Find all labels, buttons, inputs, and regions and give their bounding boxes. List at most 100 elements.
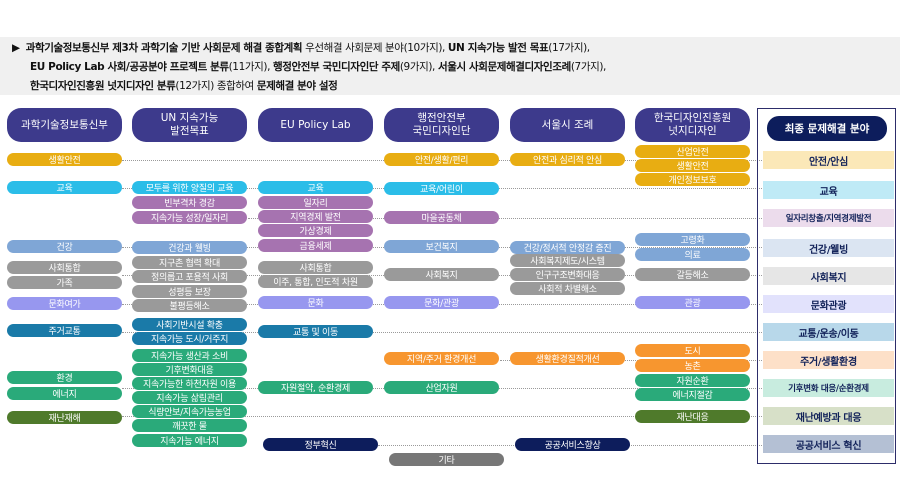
category-pill: 생활안전 <box>7 153 122 166</box>
intro-segment: (12가지) 종합하여 <box>175 80 257 92</box>
category-pill: 가상경제 <box>258 224 373 237</box>
category-pill: 주거교통 <box>7 324 122 337</box>
category-pill: 지속가능 에너지 <box>132 434 247 447</box>
final-area-item: 주거/생활환경 <box>763 351 894 369</box>
category-pill: 산업자원 <box>384 381 499 394</box>
category-pill: 지속가능 삶림관리 <box>132 391 247 404</box>
column-header: 행전안전부 국민디자인단 <box>384 108 499 142</box>
category-pill: 빈부격차 경감 <box>132 196 247 209</box>
category-pill: 금융세제 <box>258 239 373 252</box>
intro-segment: 우선해결 사회문제 분야(10가지), <box>302 42 448 54</box>
category-pill: 자원순환 <box>635 374 750 387</box>
intro-segment: (17가지), <box>548 42 590 54</box>
category-pill: 사회복지제도/시스템 <box>510 254 625 267</box>
category-pill: 사회복지 <box>384 268 499 281</box>
category-pill: 안전과 심리적 안심 <box>510 153 625 166</box>
category-pill: 재난재해 <box>7 411 122 424</box>
category-pill: 건강 <box>7 240 122 253</box>
category-pill: 교육 <box>7 181 122 194</box>
column-header: 한국디자인진흥원 넛지디자인 <box>635 108 750 142</box>
final-area-item: 교육 <box>763 181 894 199</box>
category-pill: 깨끗한 물 <box>132 419 247 432</box>
category-pill: 안전/생활/편리 <box>384 153 499 166</box>
category-pill: 지역/주거 환경개선 <box>384 352 499 365</box>
category-pill: 지속가능 성장/일자리 <box>132 211 247 224</box>
category-pill: 성평등 보장 <box>132 285 247 298</box>
intro-segment: UN 지속가능 발전 목표 <box>447 42 549 54</box>
category-pill: 지속가능 생산과 소비 <box>132 349 247 362</box>
category-pill: 보건복지 <box>384 240 499 253</box>
category-pill: 마을공동체 <box>384 211 499 224</box>
category-pill: 식량안보/지속가능농업 <box>132 405 247 418</box>
category-pill: 개인정보보호 <box>635 173 750 186</box>
final-areas-header: 최종 문제해결 분야 <box>767 116 887 141</box>
category-pill: 공공서비스향상 <box>515 438 630 451</box>
category-pill: 생활환경질적개선 <box>510 352 625 365</box>
intro-segment: 서울시 사회문제해결디자인조례 <box>437 61 571 73</box>
final-area-item: 공공서비스 혁신 <box>763 435 894 453</box>
category-pill: 이주, 통합, 인도적 차원 <box>258 275 373 288</box>
intro-segment: (11가지), <box>228 61 273 73</box>
final-area-item: 건강/웰빙 <box>763 239 894 257</box>
column-header: EU Policy Lab <box>258 108 373 142</box>
dotted-connector <box>248 218 762 219</box>
intro-line: EU Policy Lab 사회/공공분야 프로젝트 분류(11가지), 행정안… <box>12 58 900 77</box>
intro-line: ▶ 과학기술정보통신부 제3차 과학기술 기반 사회문제 해결 종합계획 우선해결… <box>12 39 900 58</box>
category-pill: 자원절약, 순환경제 <box>258 381 373 394</box>
category-pill: 건강/정서적 안정감 증진 <box>510 241 625 254</box>
category-pill: 갈등해소 <box>635 268 750 281</box>
category-pill: 사회통합 <box>7 261 122 274</box>
category-pill: 환경 <box>7 371 122 384</box>
intro-segment: 행정안전부 국민디자인단 주제 <box>272 61 400 73</box>
category-pill: 불평등해소 <box>132 299 247 312</box>
column-header: 과학기술정보통신부 <box>7 108 122 142</box>
dotted-connector <box>122 332 762 333</box>
intro-text: ▶ 과학기술정보통신부 제3차 과학기술 기반 사회문제 해결 종합계획 우선해결… <box>0 37 900 95</box>
category-pill: 지속가능한 하천자원 이용 <box>132 377 247 390</box>
category-pill: 문화/관광 <box>384 296 499 309</box>
final-area-item: 기후변화 대응/순환경제 <box>763 379 894 397</box>
category-pill: 일자리 <box>258 196 373 209</box>
intro-segment: 한국디자인진흥원 넛지디자인 분류 <box>30 80 176 92</box>
intro-line: 한국디자인진흥원 넛지디자인 분류(12가지) 종합하여 문제해결 분야 설정 <box>12 77 900 96</box>
intro-segment: EU Policy Lab 사회/공공분야 프로젝트 분류 <box>30 61 229 73</box>
category-pill: 인구구조변화대응 <box>510 268 625 281</box>
category-pill: 도시 <box>635 344 750 357</box>
category-pill: 교육 <box>258 181 373 194</box>
category-pill: 관광 <box>635 296 750 309</box>
category-pill: 정부혁신 <box>263 438 378 451</box>
category-pill: 건강과 웰빙 <box>132 241 247 254</box>
category-pill: 정의롭고 포용적 사회 <box>132 270 247 283</box>
bullet-icon: ▶ <box>12 42 20 54</box>
final-area-item: 안전/안심 <box>763 151 894 169</box>
category-pill: 모두를 위한 양질의 교육 <box>132 181 247 194</box>
intro-segment: 과학기술정보통신부 제3차 과학기술 기반 사회문제 해결 종합계획 <box>25 42 303 54</box>
final-area-item: 일자리창출/지역경제발전 <box>763 209 894 227</box>
category-pill: 고령화 <box>635 233 750 246</box>
final-area-item: 사회복지 <box>763 267 894 285</box>
intro-segment: (7가지), <box>570 61 607 73</box>
category-pill: 문화 <box>258 296 373 309</box>
final-area-item: 교통/운송/이동 <box>763 323 894 341</box>
category-pill: 생활안전 <box>635 159 750 172</box>
category-pill: 산업안전 <box>635 145 750 158</box>
category-pill: 기후변화대응 <box>132 363 247 376</box>
category-pill: 교육/어린이 <box>384 182 499 195</box>
category-pill: 재난대응 <box>635 410 750 423</box>
category-pill: 지속가능 도시/거주지 <box>132 332 247 345</box>
category-pill: 문화여가 <box>7 297 122 310</box>
category-pill: 사회통합 <box>258 261 373 274</box>
category-pill: 가족 <box>7 276 122 289</box>
final-area-item: 재난예방과 대응 <box>763 407 894 425</box>
category-pill: 사회적 차별해소 <box>510 282 625 295</box>
column-header: UN 지속가능 발전목표 <box>132 108 247 142</box>
dotted-connector <box>500 360 762 361</box>
category-pill: 에너지절감 <box>635 388 750 401</box>
category-pill: 기타 <box>389 453 504 466</box>
category-pill: 농촌 <box>635 359 750 372</box>
intro-segment: (9가지), <box>399 61 438 73</box>
final-areas-box <box>757 108 896 464</box>
category-pill: 교통 및 이동 <box>258 325 373 338</box>
intro-segment: 문제해결 분야 설정 <box>256 80 338 92</box>
